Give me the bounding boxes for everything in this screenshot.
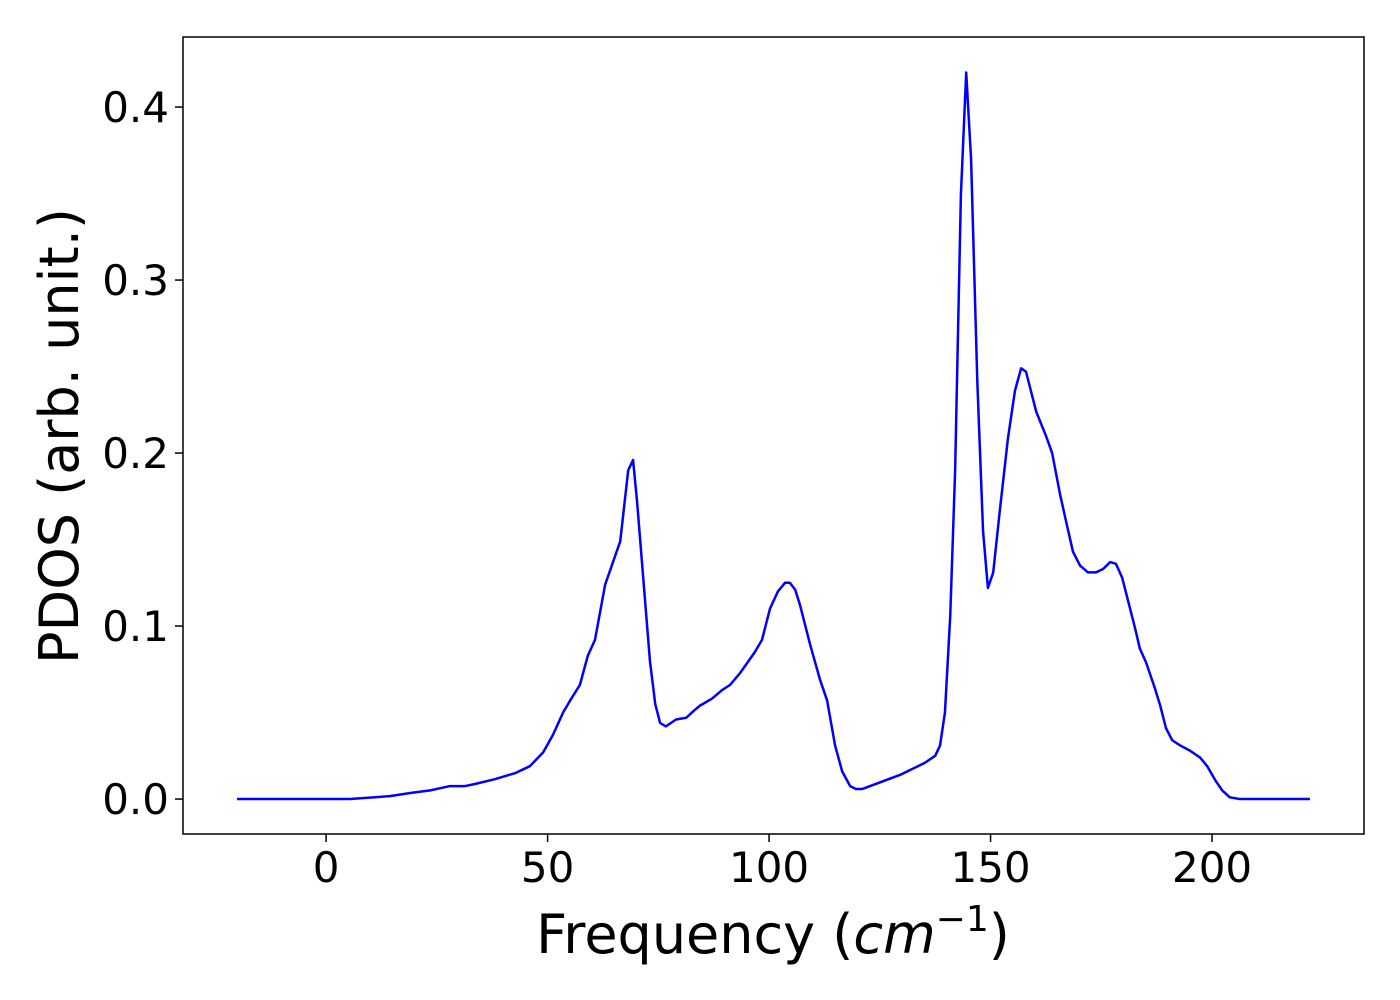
plot-frame bbox=[182, 36, 1365, 835]
x-tick-label: 150 bbox=[950, 843, 1030, 892]
y-tick-label: 0.3 bbox=[102, 256, 169, 305]
y-tick-label: 0.4 bbox=[102, 83, 169, 132]
line bbox=[237, 71, 1310, 801]
x-label-end: ) bbox=[989, 903, 1010, 966]
x-tick-label: 50 bbox=[521, 843, 574, 892]
x-label-math: cm bbox=[853, 903, 935, 966]
x-label-sup: −1 bbox=[936, 899, 989, 940]
y-tick-label: 0.2 bbox=[102, 429, 169, 478]
y-tick-label: 0.0 bbox=[102, 775, 169, 824]
x-tick-label: 100 bbox=[729, 843, 809, 892]
x-tick-label: 0 bbox=[313, 843, 340, 892]
x-tick-label: 200 bbox=[1172, 843, 1252, 892]
y-axis-label: PDOS (arb. unit.) bbox=[28, 208, 91, 664]
x-axis-label: Frequency (cm−1) bbox=[536, 899, 1010, 966]
y-tick-label: 0.1 bbox=[102, 602, 169, 651]
x-label-text: Frequency ( bbox=[536, 903, 853, 966]
